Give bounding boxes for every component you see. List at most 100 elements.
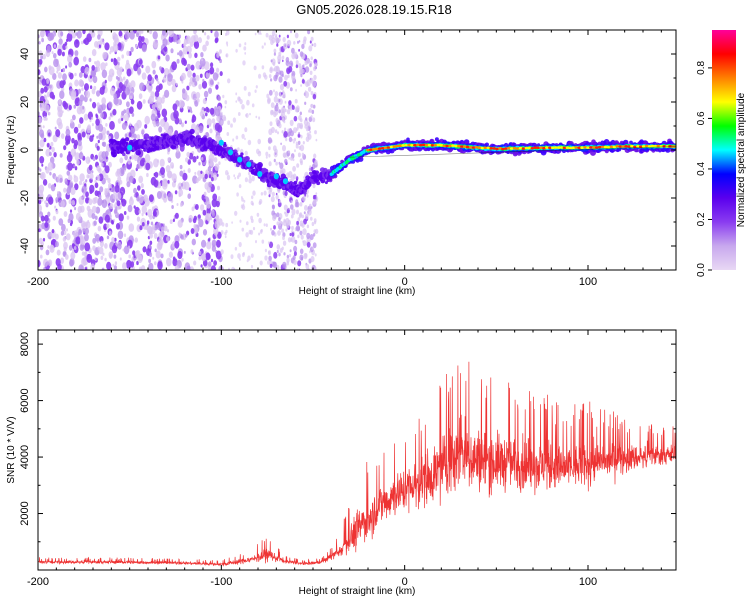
spectrogram-point [49, 172, 51, 176]
spectrogram-point [248, 92, 251, 97]
spectrogram-point [295, 33, 299, 39]
spectrogram-point [299, 212, 302, 217]
spectrogram-point [273, 225, 276, 229]
spectrogram-point [296, 64, 298, 68]
spectrogram-point [143, 99, 146, 104]
trace-peak [457, 145, 461, 148]
spectrogram-point [291, 226, 294, 230]
spectrogram-point [139, 93, 143, 99]
spectrogram-point [90, 75, 92, 78]
spectrogram-point [271, 196, 275, 202]
spectrogram-point [56, 210, 59, 214]
spectrogram-point [304, 211, 306, 214]
spectrogram-point [82, 131, 86, 137]
spectrogram-point [66, 228, 68, 231]
spectrogram-point [270, 228, 272, 231]
spectrogram-point [44, 104, 49, 113]
spectrogram-point [274, 151, 278, 157]
spectrogram-point [243, 46, 246, 50]
spectrogram-point [125, 133, 128, 137]
spectrogram-point [65, 254, 69, 260]
spectrogram-point [115, 261, 117, 265]
spectrogram-point [59, 90, 64, 99]
spectrogram-point [246, 113, 249, 118]
spectrogram-point [217, 96, 221, 102]
spectrogram-point [105, 123, 107, 127]
spectrogram-point [271, 230, 275, 236]
spectrogram-point [109, 51, 111, 54]
spectrogram-point [149, 96, 155, 105]
spectrogram-point [99, 186, 103, 192]
spectrogram-point [74, 39, 80, 48]
spectrogram-point [78, 124, 81, 129]
spectrogram-point [197, 170, 201, 176]
spectrogram-point [282, 56, 284, 60]
spectrogram-point [156, 78, 158, 82]
spectrogram-point [108, 75, 113, 82]
spectrogram-point [61, 200, 65, 207]
spectrogram-point [106, 223, 109, 228]
spectrogram-point [107, 236, 109, 240]
spectrogram-point [177, 59, 180, 64]
spectrogram-point [280, 71, 284, 77]
spectrogram-point [290, 204, 294, 210]
spectrogram-point [271, 59, 273, 62]
spectrogram-point [207, 70, 209, 73]
spectrogram-point [310, 234, 314, 240]
spectrogram-point [293, 127, 297, 133]
spectrogram-point [312, 117, 315, 122]
spectrogram-point [101, 97, 106, 104]
spectrogram-point [127, 159, 131, 165]
spectrogram-point [44, 138, 47, 142]
spectrogram-point [287, 129, 289, 132]
spectrogram-point [193, 261, 196, 266]
spectrogram-point [185, 121, 187, 124]
spectrogram-point [210, 108, 215, 115]
spectrogram-point [296, 221, 299, 225]
spectrogram-point [79, 79, 84, 87]
spectrogram-point [297, 260, 301, 266]
spectrogram-point [161, 226, 165, 232]
spectrogram-point [73, 57, 79, 66]
spectrogram-point [269, 35, 273, 41]
trace-peak [519, 147, 523, 150]
spectrogram-point [198, 84, 202, 90]
spectrogram-point [139, 210, 142, 214]
spectrogram-point [225, 235, 227, 238]
spectrogram-point [306, 127, 309, 132]
spectrogram-point [302, 228, 306, 235]
spectrogram-point [212, 118, 216, 123]
spectrogram-point [126, 101, 130, 107]
spectrogram-point [234, 177, 236, 180]
spectrogram-point [159, 66, 162, 70]
spectrogram-point [313, 154, 316, 159]
spectrogram-point [155, 97, 157, 100]
spectrogram-point [100, 87, 105, 95]
spectrogram-point [176, 148, 179, 153]
spectrogram-point [170, 219, 173, 224]
spectrogram-point [39, 214, 41, 217]
spectrogram-point [53, 53, 57, 59]
spectrogram-point [63, 145, 66, 150]
spectrogram-point [101, 151, 106, 159]
spectrogram-point [292, 105, 295, 110]
spectrogram-point [205, 174, 208, 179]
spectrogram-point [273, 112, 277, 118]
spectrogram-point [181, 183, 183, 187]
spectrogram-point [102, 199, 108, 208]
spectrogram-point [67, 139, 70, 144]
spectrogram-point [186, 152, 190, 158]
spectrogram-point [273, 89, 275, 92]
spectrogram-point [114, 132, 119, 140]
spectrogram-point [198, 218, 200, 221]
spectrogram-point [239, 43, 242, 47]
spectrogram-point [285, 191, 288, 196]
spectrogram-point [272, 205, 275, 209]
spectrogram-point [141, 65, 143, 69]
spectrogram-point [65, 65, 67, 68]
spectrogram-point [235, 100, 237, 103]
spectrogram-point [152, 104, 156, 110]
spectrogram-point [268, 154, 270, 158]
spectrogram-point [122, 123, 127, 130]
spectrogram-point [276, 37, 280, 43]
